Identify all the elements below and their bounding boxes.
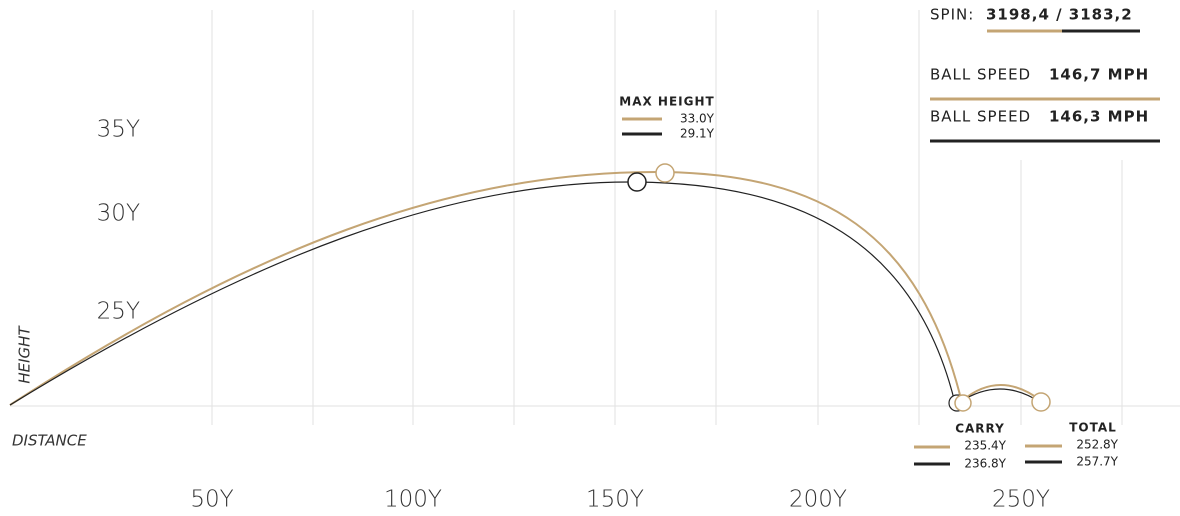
- total-value: 252.8Y: [1076, 438, 1118, 452]
- max-height-value: 29.1Y: [680, 127, 715, 141]
- speed-value: 146,7 MPH: [1049, 66, 1149, 84]
- x-label: 150Y: [586, 487, 644, 513]
- max-height-value: 33.0Y: [680, 112, 715, 126]
- spin-label: SPIN:: [930, 6, 974, 24]
- trajectory-black: [9, 181, 956, 406]
- total-marker: [1031, 392, 1051, 412]
- x-label: 100Y: [384, 487, 442, 513]
- total-title: TOTAL: [1069, 421, 1117, 435]
- total-value: 257.7Y: [1076, 455, 1118, 469]
- x-label: 200Y: [789, 487, 847, 513]
- carry-title: CARRY: [955, 422, 1005, 436]
- max-height-title: MAX HEIGHT: [619, 95, 714, 109]
- x-label: 50Y: [190, 487, 233, 513]
- bounce-gold: [962, 384, 1041, 401]
- spin-value: 3198,4 / 3183,2: [986, 6, 1133, 24]
- speed-value: 146,3 MPH: [1049, 108, 1149, 126]
- carry-marker: [954, 394, 972, 412]
- apex-marker: [655, 163, 675, 183]
- x-title: DISTANCE: [12, 432, 87, 450]
- apex-marker: [627, 172, 647, 192]
- speed-label: BALL SPEED: [930, 66, 1031, 84]
- carry-value: 236.8Y: [964, 457, 1006, 471]
- y-label: 35Y: [97, 117, 140, 143]
- y-title: HEIGHT: [16, 325, 34, 384]
- carry-value: 235.4Y: [964, 439, 1006, 453]
- speed-label: BALL SPEED: [930, 108, 1031, 126]
- trajectory-gold: [9, 170, 963, 406]
- x-label: 250Y: [992, 487, 1050, 513]
- grid: [10, 10, 1180, 425]
- y-label: 25Y: [97, 299, 140, 325]
- bounce-black: [959, 388, 1041, 403]
- stats-panel: [925, 0, 1180, 160]
- y-label: 30Y: [97, 201, 140, 227]
